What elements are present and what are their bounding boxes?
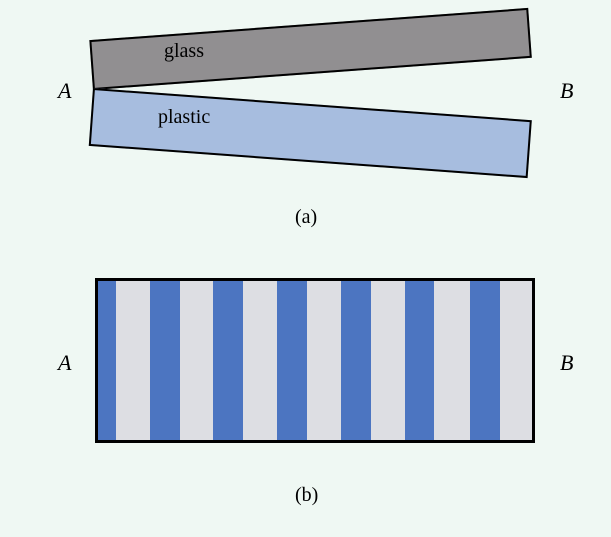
fringe-stripe <box>150 281 180 440</box>
fringe-stripe <box>98 281 116 440</box>
fringe-stripe <box>307 281 341 440</box>
fringe-stripe <box>116 281 150 440</box>
sub-label-a: (a) <box>295 206 317 229</box>
fringe-stripe <box>500 281 532 440</box>
glass-label: glass <box>164 40 204 63</box>
fringe-stripe <box>371 281 405 440</box>
endpoint-B-panel-a: B <box>560 78 573 104</box>
sub-label-b: (b) <box>295 484 318 507</box>
endpoint-B-panel-b: B <box>560 350 573 376</box>
diagram-container: { "panel_a": { "endpoint_left": "A", "en… <box>0 0 611 537</box>
fringe-stripe <box>277 281 307 440</box>
fringe-stripe <box>405 281 435 440</box>
glass-bar <box>89 8 531 90</box>
interference-fringe-box <box>95 278 535 443</box>
plastic-bar <box>89 88 532 178</box>
plastic-label: plastic <box>158 106 210 129</box>
fringe-stripe <box>434 281 470 440</box>
fringe-stripe <box>180 281 214 440</box>
endpoint-A-panel-a: A <box>58 78 71 104</box>
endpoint-A-panel-b: A <box>58 350 71 376</box>
fringe-stripe <box>213 281 243 440</box>
fringe-stripe <box>243 281 277 440</box>
fringe-stripe <box>470 281 500 440</box>
fringe-stripe <box>341 281 371 440</box>
